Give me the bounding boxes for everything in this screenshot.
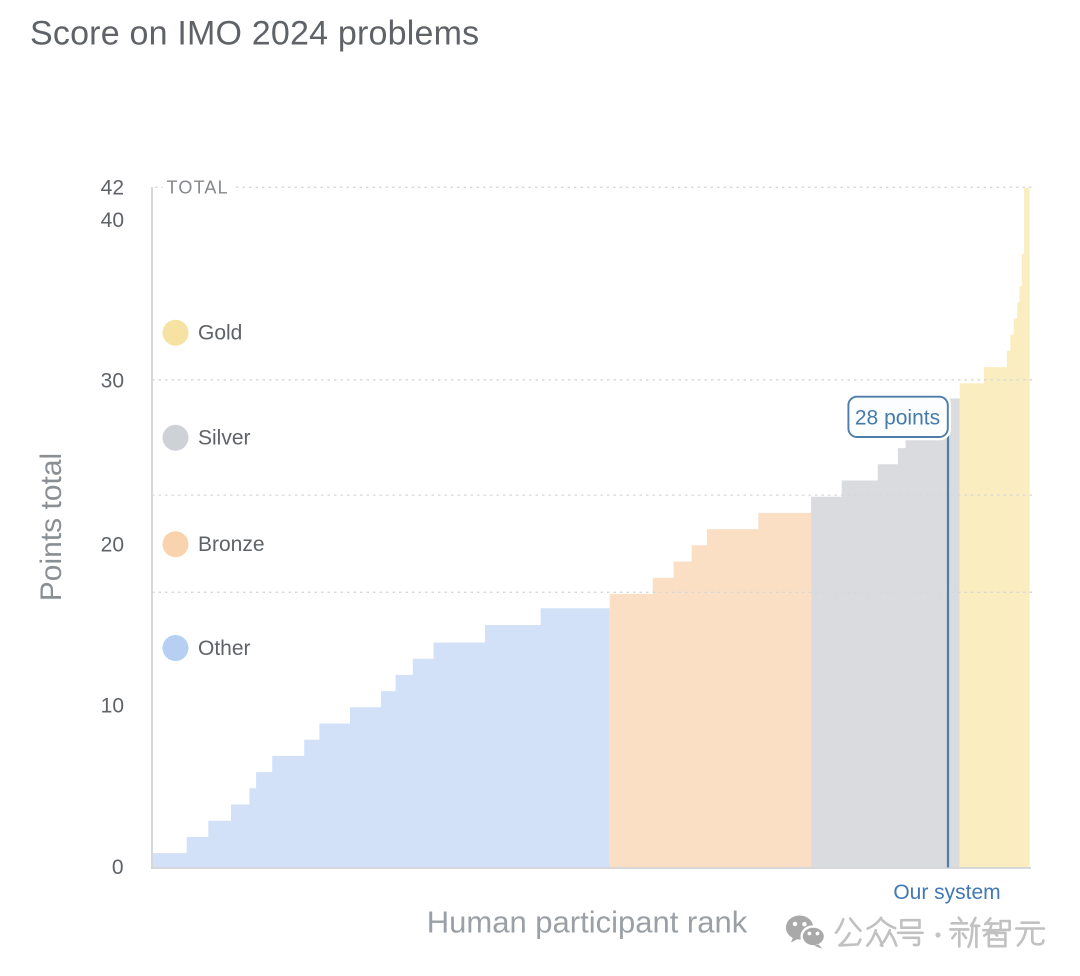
svg-text:10: 10 [101,695,124,718]
svg-text:Points total: Points total [35,453,68,601]
svg-text:30: 30 [101,370,124,393]
svg-text:TOTAL: TOTAL [167,178,229,198]
svg-text:0: 0 [112,856,124,879]
svg-text:Human participant rank: Human participant rank [427,905,748,940]
svg-text:40: 40 [101,209,124,232]
svg-text:42: 42 [101,177,124,200]
svg-text:28 points: 28 points [855,407,940,430]
svg-text:Other: Other [198,637,251,660]
svg-text:Score on IMO 2024 problems: Score on IMO 2024 problems [30,15,479,53]
svg-text:Silver: Silver [198,427,251,450]
svg-text:Our system: Our system [893,881,1000,904]
svg-text:20: 20 [101,534,124,557]
svg-text:Bronze: Bronze [198,533,265,556]
svg-text:Gold: Gold [198,322,242,345]
